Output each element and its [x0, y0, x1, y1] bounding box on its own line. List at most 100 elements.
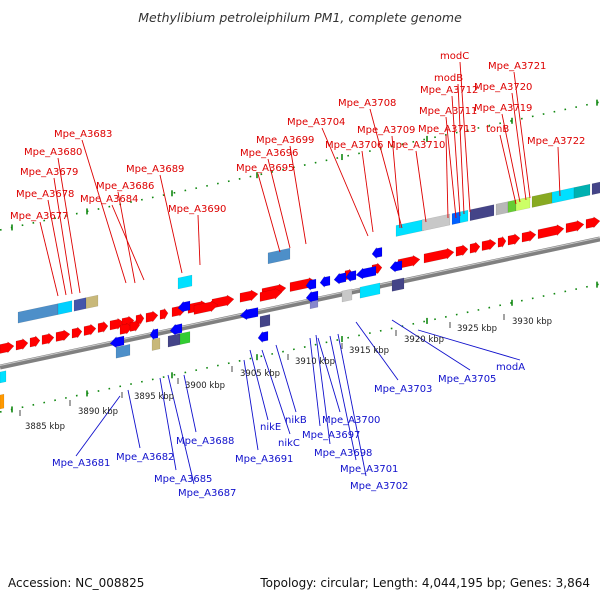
reverse-gene-arrow [345, 270, 357, 283]
reverse-gene-label: Mpe_A3701 [340, 464, 398, 475]
scale-tick-label: 3900 kbp [185, 381, 225, 391]
forward-gene-arrow [71, 326, 83, 339]
forward-gene-arrow [585, 216, 600, 229]
reverse-gene-label-leader [183, 374, 197, 433]
forward-gene-arrow [41, 332, 55, 345]
reverse-gene-label: nikB [285, 415, 307, 426]
feature-boxes [0, 181, 600, 410]
reverse-gene-arrow [355, 266, 377, 280]
forward-gene-label-leader [457, 83, 465, 215]
reverse-gene-label: Mpe_A3702 [350, 481, 408, 492]
forward-gene-arrow [481, 238, 497, 251]
forward-gene-arrow [119, 322, 133, 335]
inner-feature-box [341, 288, 353, 303]
reverse-gene-label-leader [249, 349, 269, 421]
forward-gene-arrow [129, 319, 141, 332]
forward-gene-label-leader [111, 204, 145, 281]
forward-gene-arrow [97, 320, 109, 334]
outer-feature-box [469, 204, 495, 222]
reverse-gene-label: Mpe_A3703 [374, 384, 432, 395]
reverse-gene-label-leader [261, 349, 291, 435]
reverse-gene-label: Mpe_A3697 [302, 430, 360, 441]
forward-gene-arrow [29, 335, 41, 348]
forward-gene-label-leader [257, 173, 281, 253]
forward-gene-label: Mpe_A3677 [10, 211, 68, 222]
reverse-gene-label-leader [159, 377, 177, 471]
forward-gene-label: Mpe_A3712 [420, 85, 478, 96]
inner-feature-box [167, 333, 181, 348]
reverse-gene-label: modA [496, 362, 525, 373]
reverse-gene-label-leader [275, 344, 297, 413]
outer-feature-box [267, 247, 291, 265]
outer-feature-box [85, 294, 99, 309]
outer-feature-box [73, 297, 87, 312]
outer-feature-box [515, 196, 531, 212]
forward-gene-label: Mpe_A3722 [527, 136, 585, 147]
outer-feature-box [531, 191, 553, 208]
outer-feature-box [573, 183, 591, 199]
inner-feature-box [391, 277, 405, 292]
forward-gene-label-leader [445, 116, 457, 219]
outer-feature-box [591, 181, 600, 196]
forward-gene-label: Mpe_A3720 [474, 82, 532, 93]
forward-gene-label-leader [511, 92, 527, 201]
forward-gene-arrow [507, 233, 521, 246]
reverse-gene-label: Mpe_A3687 [178, 488, 236, 499]
forward-gene-arrow [83, 323, 97, 336]
forward-gene-label-leader [445, 134, 449, 219]
forward-gene-label: Mpe_A3678 [16, 189, 74, 200]
reverse-gene-arrow [389, 260, 403, 273]
scale-tick-label: 3910 kbp [295, 357, 335, 367]
reverse-gene-label-leader [337, 333, 367, 477]
forward-gene-label: Mpe_A3721 [488, 61, 546, 72]
forward-gene-label: Mpe_A3689 [126, 164, 184, 175]
forward-gene-label: Mpe_A3711 [419, 106, 477, 117]
forward-gene-label-leader [197, 214, 201, 266]
dotted-guide-inner [0, 283, 600, 413]
scale-tick-label: 3930 kbp [512, 317, 552, 327]
outer-feature-box [495, 201, 509, 216]
forward-gene-label: Mpe_A3708 [338, 98, 396, 109]
reverse-gene-arrow [109, 335, 125, 349]
reverse-gene-arrow [333, 272, 347, 285]
forward-gene-label-leader [39, 221, 59, 297]
reverse-gene-label-leader [417, 329, 521, 361]
reverse-gene-label: nikE [260, 422, 281, 433]
forward-gene-arrow [193, 300, 219, 315]
forward-gene-arrow [565, 220, 585, 234]
forward-gene-label-leader [117, 191, 136, 284]
outer-feature-box [57, 300, 73, 315]
outer-feature-box [459, 209, 469, 224]
forward-gene-label-leader [267, 158, 291, 249]
reverse-gene-arrow [239, 307, 259, 321]
forward-gene-label-leader [459, 61, 471, 213]
forward-gene-label: tonB [486, 124, 509, 135]
reverse-gene-label-leader [75, 395, 121, 457]
forward-gene-label-leader [513, 71, 531, 199]
forward-gene-arrow [469, 241, 481, 254]
forward-gene-label-leader [81, 139, 127, 284]
forward-gene-label: Mpe_A3719 [474, 103, 532, 114]
forward-gene-label: Mpe_A3713 [418, 124, 476, 135]
dotted-guides [0, 99, 600, 413]
reverse-gene-label: Mpe_A3681 [52, 458, 110, 469]
topology-text: Topology: circular; Length: 4,044,195 bp… [260, 576, 590, 590]
forward-gene-label: Mpe_A3686 [96, 181, 154, 192]
forward-gene-arrow [145, 310, 159, 323]
reverse-gene-label-leader [391, 319, 471, 371]
outer-feature-box [551, 187, 575, 204]
inner-feature-box [359, 282, 381, 299]
forward-gene-arrow [521, 230, 537, 243]
reverse-gene-arrow [257, 330, 269, 344]
gene-labels: Mpe_A3677 Mpe_A3678 Mpe_A3679 Mpe_A3680 Mpe_… [10, 51, 585, 499]
forward-gene-arrow [497, 235, 507, 249]
reverse-gene-arrow [305, 290, 319, 303]
reverse-gene-arrow [305, 278, 317, 291]
scale-tick-label: 3890 kbp [78, 407, 118, 417]
forward-gene-label-leader [391, 135, 401, 229]
reverse-gene-label: Mpe_A3685 [154, 474, 212, 485]
forward-gene-label-leader [321, 127, 369, 237]
reverse-gene-label: nikC [278, 438, 300, 449]
page-title: Methylibium petroleiphilum PM1, complete… [138, 10, 462, 25]
inner-feature-box [179, 331, 191, 345]
